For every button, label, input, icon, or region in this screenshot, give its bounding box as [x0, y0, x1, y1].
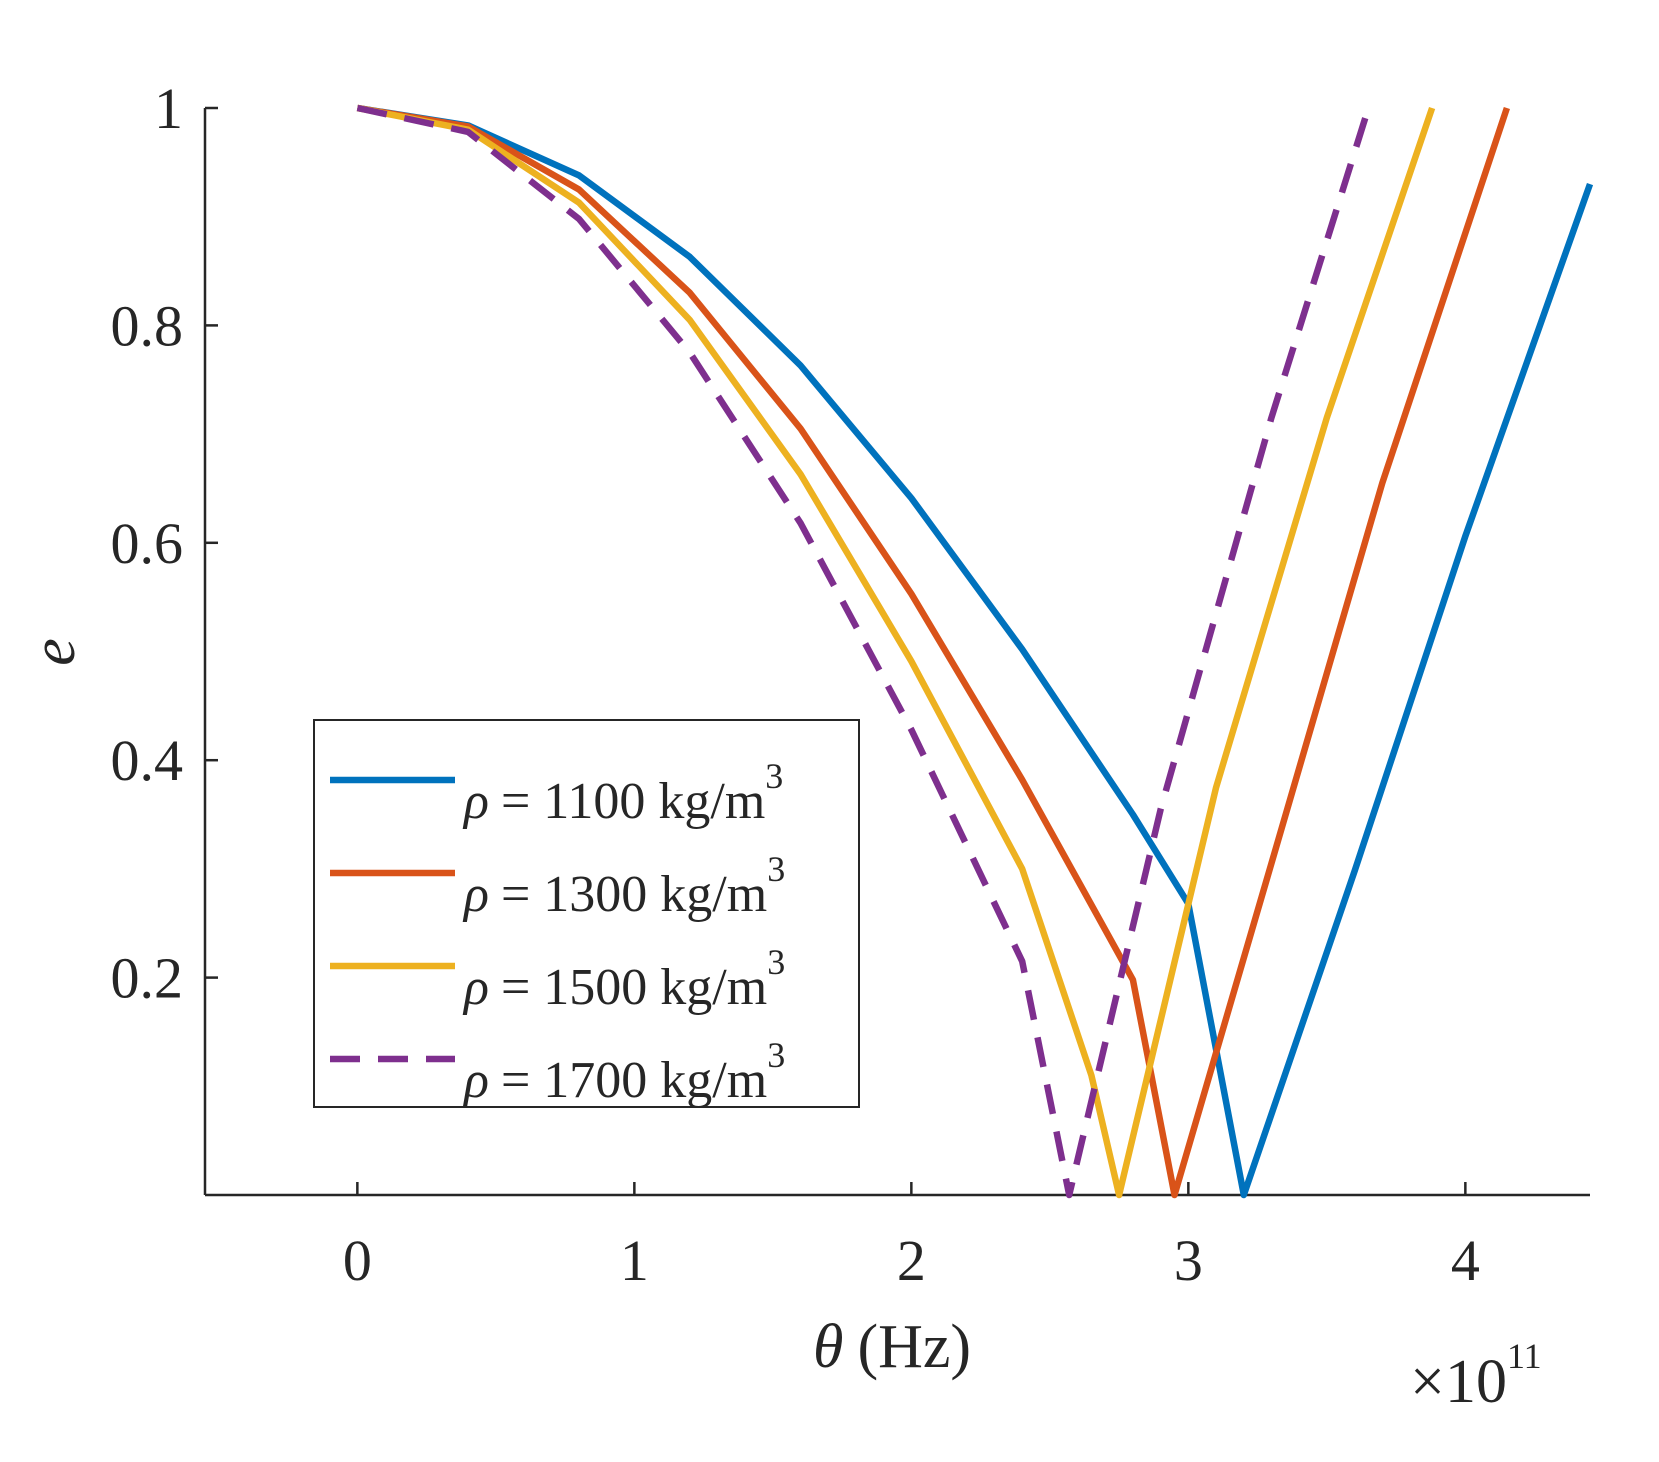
legend-label-body: = 1300 kg/m [501, 866, 767, 923]
x-tick-label: 3 [1174, 1228, 1203, 1293]
x-axis-label-unit: (Hz) [857, 1313, 971, 1381]
series-line-1 [356, 104, 1594, 1199]
x-ticks: 0 1 2 3 4 [343, 1182, 1480, 1293]
y-ticks: 0.2 0.4 0.6 0.8 1 [111, 76, 218, 1011]
y-tick-label: 0.8 [111, 293, 184, 358]
legend-label-superscript: 3 [767, 942, 785, 982]
x-tick-label: 4 [1451, 1228, 1480, 1293]
legend-label-superscript: 3 [765, 756, 783, 796]
y-tick-label: 0.6 [111, 511, 184, 576]
legend-label-3: ρ = 1500 kg/m3 [462, 942, 785, 1016]
legend-label-symbol: ρ [462, 866, 489, 923]
x-axis-label-symbol: θ [813, 1313, 843, 1381]
legend-label-body: = 1700 kg/m [501, 1052, 767, 1109]
x-axis-exponent-base: ×10 [1410, 1348, 1507, 1416]
series-line-4 [356, 104, 1372, 1199]
legend-label-2: ρ = 1300 kg/m3 [462, 849, 785, 923]
legend-label-superscript: 3 [767, 849, 785, 889]
y-tick-label: 1 [154, 76, 183, 141]
y-axis-label: e [20, 638, 88, 666]
y-tick-label: 0.2 [111, 946, 184, 1011]
x-axis-exponent-power: 11 [1507, 1336, 1542, 1376]
y-tick-label: 0.4 [111, 728, 184, 793]
legend-label-symbol: ρ [462, 773, 489, 830]
legend-label-body: = 1100 kg/m [501, 773, 765, 830]
legend-label-1: ρ = 1100 kg/m3 [462, 756, 783, 830]
legend-label-superscript: 3 [767, 1035, 785, 1075]
legend-label-4: ρ = 1700 kg/m3 [462, 1035, 785, 1109]
x-axis-label: θ (Hz) [813, 1313, 971, 1381]
legend-label-symbol: ρ [462, 1052, 489, 1109]
x-axis-exponent: ×1011 [1410, 1336, 1542, 1416]
x-tick-label: 1 [620, 1228, 649, 1293]
x-tick-label: 2 [897, 1228, 926, 1293]
legend-label-body: = 1500 kg/m [501, 959, 767, 1016]
legend-label-symbol: ρ [462, 959, 489, 1016]
plot-area [203, 108, 1590, 1197]
legend-box [313, 719, 860, 1108]
x-tick-label: 0 [343, 1228, 372, 1293]
legend: ρ = 1100 kg/m3ρ = 1300 kg/m3ρ = 1500 kg/m3ρ… [313, 719, 860, 1109]
series-group [356, 104, 1594, 1199]
series-line-3 [356, 104, 1436, 1199]
series-line-2 [356, 104, 1510, 1199]
